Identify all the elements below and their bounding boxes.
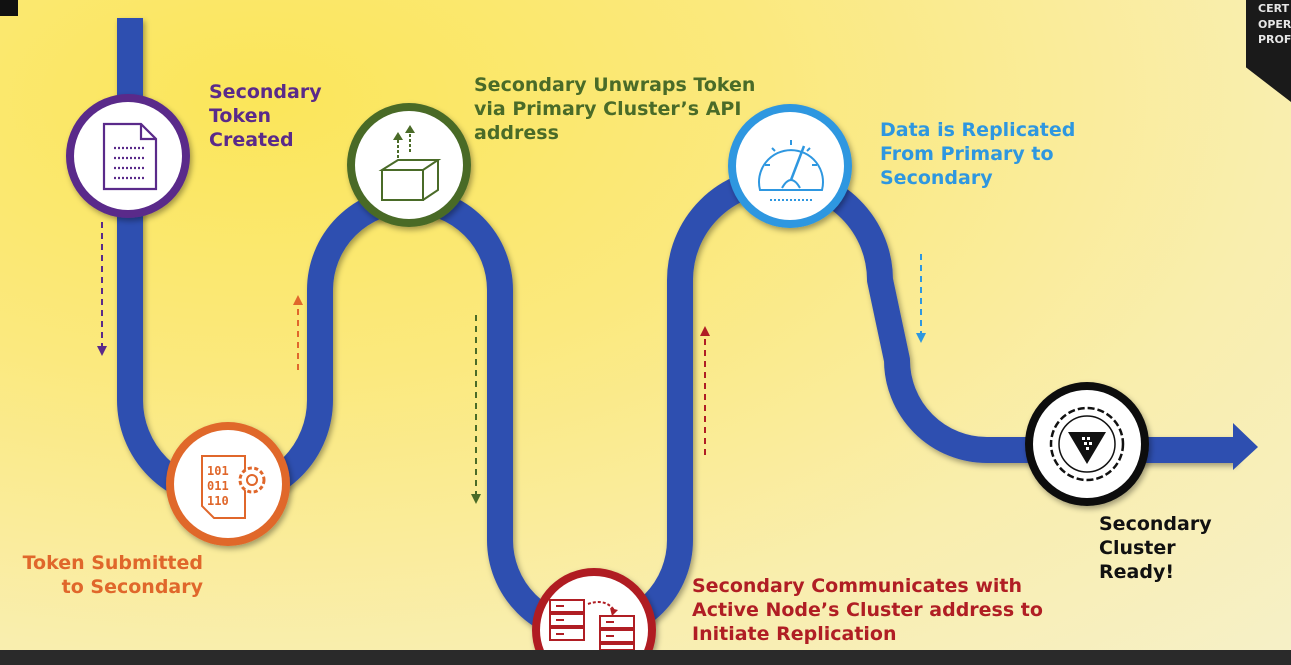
step-label-cluster-ready: Secondary Cluster Ready! xyxy=(1099,513,1212,583)
step-node-token-created xyxy=(66,94,190,218)
speedometer-icon xyxy=(758,140,824,201)
step-node-unwraps-token xyxy=(347,103,471,227)
direction-arrow-up-red xyxy=(700,326,710,455)
svg-text:011: 011 xyxy=(207,479,229,493)
corner-text-1: CERT xyxy=(1258,2,1290,15)
svg-text:110: 110 xyxy=(207,494,229,508)
corner-mark xyxy=(0,0,18,16)
svg-text:101: 101 xyxy=(207,464,229,478)
step-label-communicates: Secondary Communicates with Active Node’… xyxy=(692,575,1043,645)
open-box-icon xyxy=(378,125,442,201)
direction-arrow-up-orange xyxy=(293,295,303,370)
document-icon xyxy=(102,122,158,191)
road-arrowhead xyxy=(1233,423,1258,470)
corner-text-3: PROF xyxy=(1258,33,1291,46)
servers-transfer-icon xyxy=(549,599,635,651)
step-label-data-replicated: Data is Replicated From Primary to Secon… xyxy=(880,119,1076,189)
step-node-data-replicated xyxy=(728,104,852,228)
bottom-bar xyxy=(0,650,1291,665)
direction-arrow-down-green xyxy=(471,315,481,504)
vault-badge-icon xyxy=(1049,406,1125,482)
step-label-token-created: Secondary Token Created xyxy=(209,81,322,151)
binary-gear-icon: 101 011 110 xyxy=(201,455,266,519)
step-label-unwraps-token: Secondary Unwraps Token via Primary Clus… xyxy=(474,74,756,144)
corner-text-2: OPER xyxy=(1258,18,1291,31)
road-path xyxy=(117,18,1235,643)
direction-arrow-down-purple xyxy=(97,222,107,356)
step-label-token-submitted: Token Submitted to Secondary xyxy=(22,552,203,598)
direction-arrow-down-blue xyxy=(916,254,926,343)
